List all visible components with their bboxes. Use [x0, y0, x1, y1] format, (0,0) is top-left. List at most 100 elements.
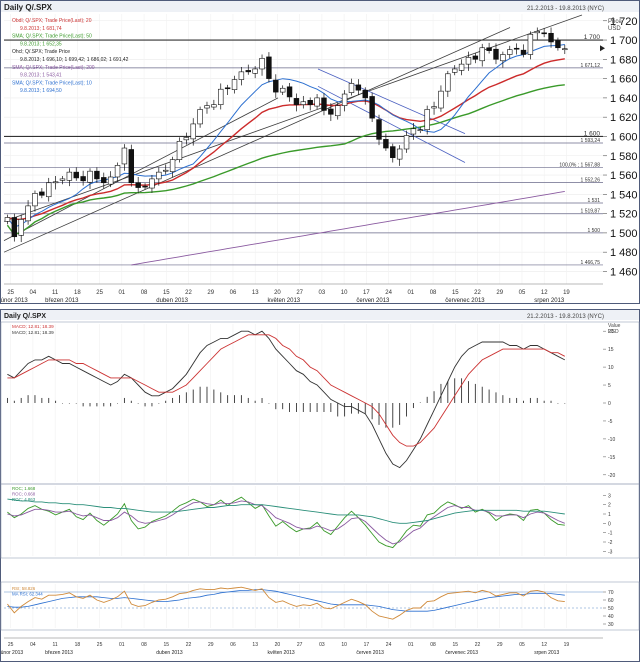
- candle-body: [479, 47, 485, 62]
- y-tick-label: 15: [608, 347, 614, 353]
- bottom-day-label: 03: [319, 642, 325, 648]
- x-day-label: 20: [274, 290, 281, 296]
- y-tick-label: 1 500: [610, 228, 638, 240]
- candle-body: [321, 97, 327, 111]
- roc-legend-entry: ROC; 0.668: [12, 492, 36, 497]
- candle-body: [190, 123, 196, 140]
- candle-body: [451, 68, 458, 73]
- y-tick-label: 50: [608, 606, 614, 612]
- x-day-label: 22: [474, 290, 481, 296]
- candle-body: [149, 178, 155, 189]
- y-tick-label: 5: [608, 383, 611, 389]
- middle-channel-line: [3, 27, 511, 253]
- candle-body: [541, 32, 547, 35]
- sma-10-line: [6, 44, 565, 228]
- bottom-day-label: 29: [208, 642, 214, 648]
- x-month-label: červen 2013: [356, 298, 390, 304]
- candle-body: [293, 98, 300, 105]
- x-day-label: 29: [496, 290, 503, 296]
- x-day-label: 05: [519, 290, 526, 296]
- candle-body: [300, 101, 307, 105]
- bottom-month-label: květen 2013: [267, 650, 294, 656]
- horizontal-level-label: 1 600: [584, 130, 601, 137]
- candle-body: [513, 47, 520, 50]
- y-tick-label: 0: [608, 401, 611, 407]
- y-tick-label: 1: [608, 512, 611, 518]
- bottom-day-label: 06: [230, 642, 236, 648]
- bottom-day-label: 15: [164, 642, 170, 648]
- bottom-day-label: 08: [430, 642, 436, 648]
- candle-body: [548, 32, 554, 43]
- candle-body: [410, 128, 417, 135]
- y-tick-label: 1 700: [610, 35, 638, 47]
- bottom-day-label: 24: [386, 642, 392, 648]
- main-legend: Obdl; Q/.SPX; Trade Price(Last); 20 9.8.2…: [12, 18, 129, 94]
- candle-body: [52, 181, 59, 184]
- candle-body: [59, 178, 66, 181]
- rsi-ma-line: [7, 589, 565, 612]
- candle-body: [369, 96, 375, 119]
- horizontal-level-label: 1 466,75: [581, 260, 601, 266]
- legend-entry: SMA; Q/.SPX; Trade Price(Last); 10: [12, 80, 92, 86]
- subpanel-frame: [0, 581, 640, 631]
- candle-body: [121, 147, 128, 165]
- candle-body: [73, 171, 79, 179]
- legend-entry: 9.8.2013; 1 543,41: [20, 73, 62, 79]
- bottom-day-label: 29: [497, 642, 503, 648]
- y-tick-label: 20: [608, 329, 614, 335]
- bottom-day-label: 27: [297, 642, 303, 648]
- bottom-month-label: červen 2013: [356, 650, 384, 656]
- y-tick-label: 40: [608, 614, 614, 620]
- candle-body: [162, 169, 169, 172]
- bottom-month-label: srpen 2013: [534, 650, 559, 656]
- last-price-marker: [600, 45, 605, 52]
- candle-body: [362, 89, 368, 99]
- y-tick-label: 1 460: [610, 266, 638, 278]
- bottom-month-label: červenec 2013: [445, 650, 478, 656]
- candle-body: [46, 182, 52, 198]
- candle-body: [66, 171, 73, 181]
- candle-body: [534, 31, 540, 34]
- candle-body: [472, 55, 479, 60]
- candle-body: [396, 148, 403, 160]
- x-day-label: 25: [7, 290, 14, 296]
- x-day-label: 04: [30, 290, 37, 296]
- bottom-day-label: 10: [341, 642, 347, 648]
- lower-panel-frame: [0, 309, 640, 662]
- lower-unit-value: Value: [608, 323, 621, 329]
- y-tick-label: 1 680: [610, 54, 638, 66]
- main-unit-price: Price: [608, 19, 622, 25]
- y-tick-label: 1 480: [610, 247, 638, 259]
- lower-channel-line: [3, 97, 279, 241]
- candle-body: [403, 135, 410, 150]
- rsi-line: [7, 586, 565, 620]
- candle-body: [114, 165, 121, 178]
- main-price-plot: 1 460 1 480 1 500 1 520 1 540 1 560 1 580 1 600…: [1, 14, 638, 304]
- legend-entry: 9.8.2013; 1 694,50: [20, 88, 62, 94]
- x-day-label: 01: [118, 290, 125, 296]
- y-tick-label: 10: [608, 365, 614, 371]
- candle-body: [94, 170, 100, 180]
- bottom-day-label: 22: [475, 642, 481, 648]
- horizontal-level-label: 1 593,24: [581, 138, 601, 144]
- candle-body: [183, 137, 190, 141]
- y-tick-label: 2: [608, 503, 611, 509]
- candle-body: [555, 40, 561, 49]
- candle-body: [142, 185, 148, 188]
- legend-entry: Ohcl; Q/.SPX; Trade Price: [12, 49, 70, 55]
- x-day-label: 25: [96, 290, 103, 296]
- bottom-day-label: 22: [186, 642, 192, 648]
- candle-body: [107, 176, 114, 185]
- candle-body: [224, 87, 231, 90]
- ema-20-line: [7, 58, 565, 220]
- candle-body: [286, 86, 293, 98]
- candle-body: [279, 87, 286, 93]
- roc-line: [7, 498, 565, 524]
- candle-body: [218, 88, 224, 105]
- roc-line: [7, 500, 565, 545]
- candle-body: [520, 49, 527, 55]
- y-tick-label: -2: [608, 540, 613, 546]
- y-tick-label: -3: [608, 549, 613, 555]
